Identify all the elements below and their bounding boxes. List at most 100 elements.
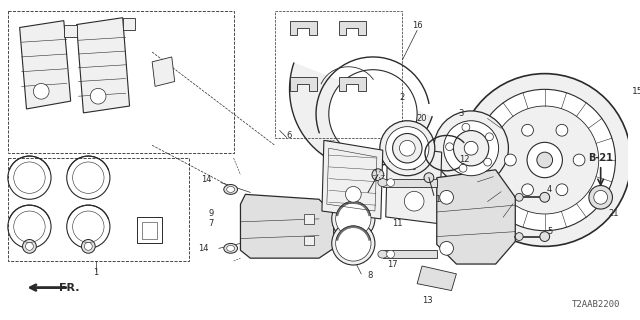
Text: 8: 8 [367, 271, 372, 280]
Ellipse shape [90, 88, 106, 104]
Text: 14: 14 [198, 244, 209, 253]
Polygon shape [386, 145, 442, 224]
Polygon shape [289, 62, 433, 168]
Ellipse shape [445, 143, 454, 151]
Polygon shape [436, 170, 515, 264]
Ellipse shape [484, 158, 492, 166]
Bar [304, 214, 314, 224]
Text: 5: 5 [547, 227, 552, 236]
Ellipse shape [589, 186, 612, 209]
Polygon shape [339, 76, 366, 91]
Polygon shape [289, 76, 317, 91]
Bar [8, 158, 189, 261]
Bar [8, 11, 234, 153]
Ellipse shape [556, 184, 568, 196]
Ellipse shape [22, 239, 36, 253]
Ellipse shape [474, 89, 616, 231]
Ellipse shape [515, 193, 523, 201]
Ellipse shape [392, 133, 422, 163]
Text: 10: 10 [387, 156, 398, 164]
Polygon shape [289, 20, 317, 35]
Ellipse shape [378, 250, 388, 258]
Ellipse shape [227, 245, 235, 251]
Text: 15: 15 [632, 87, 640, 96]
Polygon shape [322, 140, 383, 219]
Ellipse shape [537, 152, 552, 168]
Ellipse shape [372, 169, 384, 180]
Polygon shape [64, 25, 77, 37]
Polygon shape [383, 250, 436, 258]
Polygon shape [152, 57, 175, 86]
Text: 19: 19 [435, 195, 446, 204]
Text: 3: 3 [459, 109, 464, 118]
Ellipse shape [404, 191, 424, 211]
Text: 1: 1 [93, 268, 99, 277]
Polygon shape [339, 20, 366, 35]
Polygon shape [20, 20, 70, 109]
Bar [304, 236, 314, 245]
Ellipse shape [335, 226, 371, 261]
Ellipse shape [81, 239, 95, 253]
Polygon shape [241, 194, 333, 258]
Ellipse shape [540, 192, 550, 202]
Ellipse shape [522, 124, 533, 136]
Ellipse shape [387, 250, 394, 258]
Ellipse shape [491, 106, 598, 214]
Ellipse shape [522, 184, 533, 196]
Text: 13: 13 [422, 296, 432, 305]
Ellipse shape [380, 121, 435, 176]
Text: 16: 16 [412, 21, 422, 30]
Bar [142, 222, 157, 238]
Text: 17: 17 [387, 260, 398, 268]
Ellipse shape [332, 222, 375, 265]
Ellipse shape [504, 154, 516, 166]
Polygon shape [417, 266, 456, 291]
Ellipse shape [329, 70, 417, 158]
Polygon shape [77, 18, 129, 113]
Ellipse shape [440, 190, 454, 204]
Ellipse shape [378, 179, 388, 187]
Ellipse shape [424, 173, 434, 183]
Text: 4: 4 [547, 185, 552, 194]
Ellipse shape [84, 243, 92, 250]
Text: 18: 18 [406, 163, 417, 172]
Ellipse shape [332, 197, 375, 241]
Text: 11: 11 [392, 219, 403, 228]
Text: 20: 20 [417, 114, 428, 123]
Ellipse shape [440, 242, 454, 255]
Ellipse shape [33, 84, 49, 99]
Text: 22: 22 [363, 196, 373, 205]
Text: B-21: B-21 [588, 153, 613, 163]
Ellipse shape [387, 179, 394, 187]
Text: 6: 6 [287, 131, 292, 140]
Ellipse shape [227, 187, 235, 192]
Text: 9: 9 [209, 210, 214, 219]
Ellipse shape [462, 123, 470, 131]
Ellipse shape [573, 154, 585, 166]
Ellipse shape [444, 121, 499, 176]
Ellipse shape [399, 140, 415, 156]
Ellipse shape [224, 185, 237, 194]
Text: 14: 14 [201, 175, 211, 184]
Ellipse shape [515, 233, 523, 241]
Polygon shape [383, 179, 436, 187]
Text: FR.: FR. [59, 283, 79, 292]
Ellipse shape [434, 111, 508, 186]
Ellipse shape [464, 141, 478, 155]
Ellipse shape [556, 124, 568, 136]
Ellipse shape [594, 190, 607, 204]
Ellipse shape [335, 201, 371, 236]
Text: 2: 2 [400, 93, 405, 102]
Text: 7: 7 [209, 219, 214, 228]
Ellipse shape [346, 187, 361, 202]
Text: 12: 12 [459, 156, 470, 164]
Ellipse shape [454, 131, 489, 166]
Ellipse shape [527, 142, 563, 178]
Ellipse shape [26, 243, 33, 250]
Ellipse shape [459, 164, 467, 172]
Ellipse shape [386, 127, 429, 170]
Ellipse shape [540, 232, 550, 242]
Polygon shape [123, 18, 136, 30]
Text: 21: 21 [608, 210, 619, 219]
Ellipse shape [486, 133, 493, 141]
